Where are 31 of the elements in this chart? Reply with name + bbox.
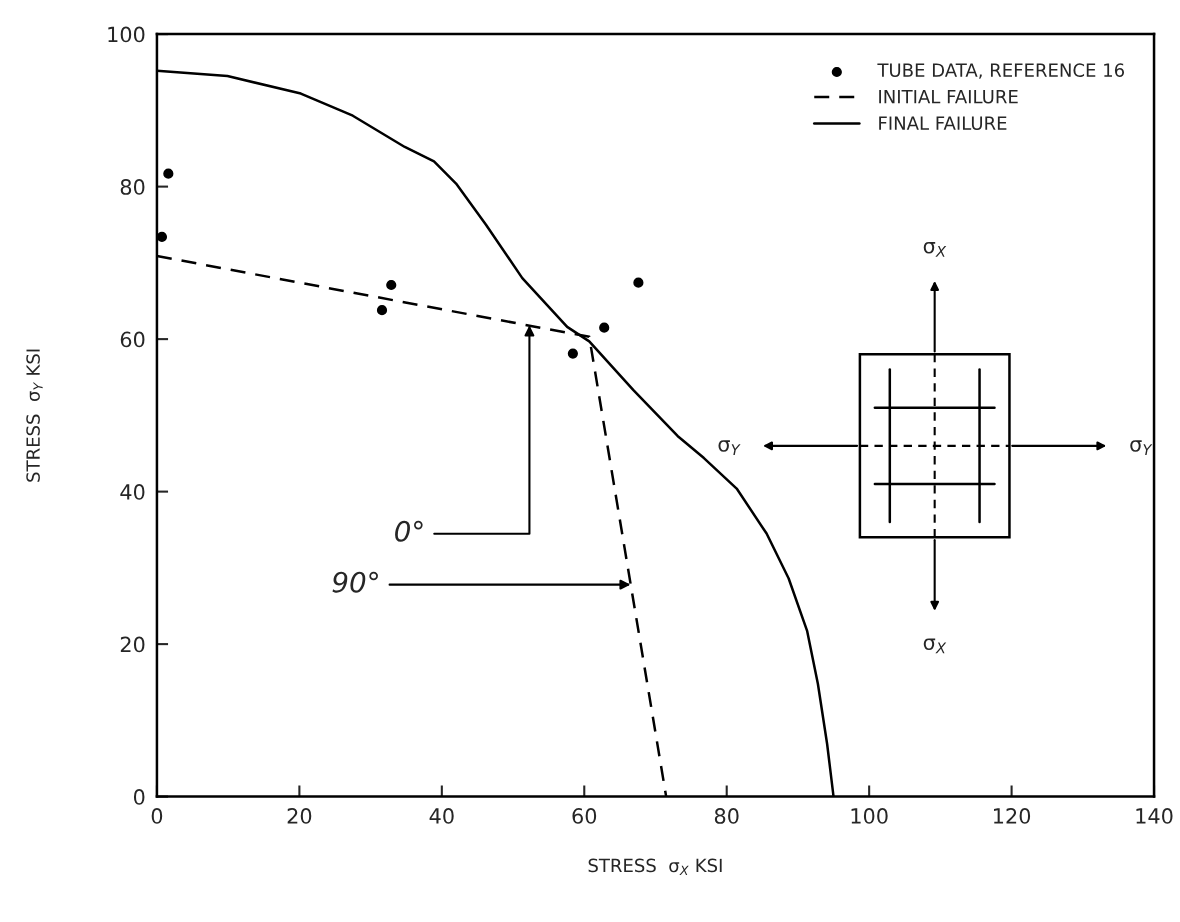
legend-label: TUBE DATA, REFERENCE 16 (877, 63, 1125, 79)
annotation: σ$_{X}$ (923, 638, 947, 654)
annotation: σ$_{Y}$ (1130, 440, 1153, 455)
y-tick-label: 20 (120, 636, 145, 653)
point (633, 277, 644, 288)
y-tick-label: 40 (120, 484, 145, 500)
point (386, 279, 397, 291)
y-tick-label: 80 (120, 179, 145, 195)
legend-label: INITIAL FAILURE (879, 90, 1018, 104)
x-tick-label: 40 (429, 808, 454, 824)
legend-label: FINAL FAILURE (879, 116, 1007, 130)
x-tick-label: 60 (572, 808, 597, 824)
x-tick-label: 100 (851, 808, 888, 824)
annotation: σ$_{X}$ (923, 241, 947, 257)
x-tick-label: 80 (714, 808, 739, 824)
point (567, 348, 578, 359)
y-tick-label: 60 (120, 331, 145, 348)
annotation: 0° (395, 520, 423, 542)
x-tick-label: 20 (287, 808, 312, 824)
point (376, 305, 388, 316)
x-tick-label: 120 (994, 808, 1031, 824)
annotation: 90° (332, 571, 378, 593)
y-tick-label: 100 (108, 26, 145, 43)
point (163, 168, 174, 179)
x-tick-label: 0 (151, 808, 163, 824)
y-axis-title: STRESS σ$_{Y}$ KSI (26, 349, 43, 482)
point (599, 322, 610, 333)
annotation: σ$_{Y}$ (718, 440, 741, 455)
y-tick-label: 0 (133, 789, 145, 805)
x-tick-label: 140 (1136, 808, 1173, 824)
x-axis-title: STRESS σ$_{X}$ KSI (588, 858, 722, 875)
